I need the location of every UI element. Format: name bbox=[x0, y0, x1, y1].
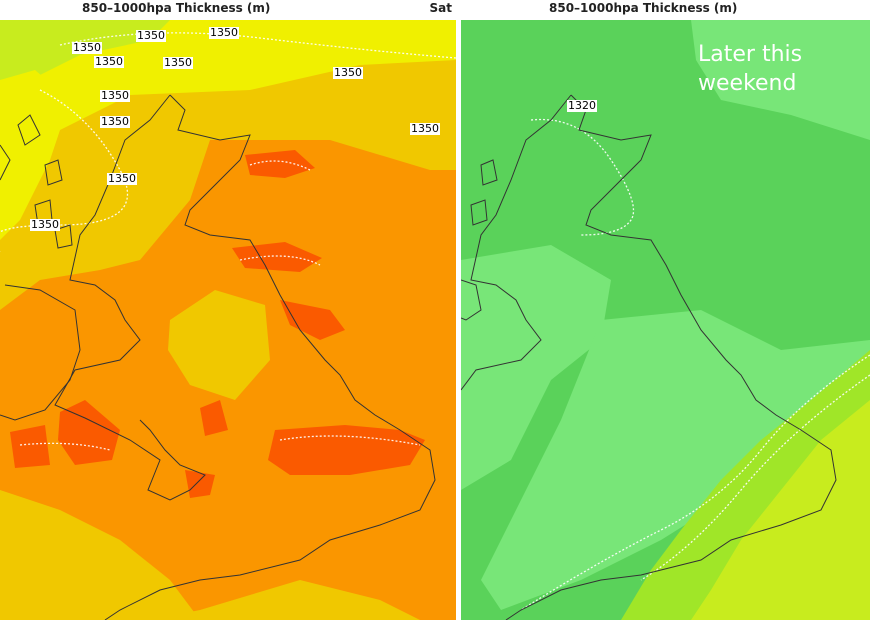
contour-label: 1350 bbox=[163, 56, 193, 69]
contour-label: 1350 bbox=[72, 41, 102, 54]
contour-label: 1350 bbox=[209, 26, 239, 39]
fill-lightgreen-south bbox=[481, 310, 870, 610]
coastline bbox=[461, 94, 837, 620]
map-panel-later: 850–1000hpa Thickness (m) 1320 Later thi… bbox=[461, 0, 870, 620]
map-title: 850–1000hpa Thickness (m) bbox=[549, 1, 738, 15]
fill-lightgreen-west bbox=[461, 245, 611, 490]
contour-label: 1350 bbox=[136, 29, 166, 42]
contour-label: 1350 bbox=[100, 89, 130, 102]
contour-label: 1350 bbox=[94, 55, 124, 68]
contour-label: 1350 bbox=[333, 66, 363, 79]
contour-label: 1320 bbox=[567, 99, 597, 112]
fill-yellowgreen-nw bbox=[0, 20, 170, 90]
contour-label: 1350 bbox=[107, 172, 137, 185]
thickness-map-saturday bbox=[0, 20, 456, 620]
fill-gold-sw bbox=[0, 490, 200, 620]
day-label: Sat bbox=[429, 1, 452, 15]
hot-patches bbox=[10, 150, 425, 498]
fill-yellow-west bbox=[0, 70, 70, 240]
fill-yellow-north bbox=[0, 20, 456, 150]
coastline bbox=[0, 94, 436, 620]
thickness-map-later bbox=[461, 20, 870, 620]
fill-yellowgreen-se bbox=[691, 400, 870, 620]
fill-gold-wales bbox=[168, 290, 270, 400]
contour-label: 1350 bbox=[410, 122, 440, 135]
map-title: 850–1000hpa Thickness (m) bbox=[82, 1, 271, 15]
contour-1350 bbox=[0, 32, 456, 451]
panel-header: 850–1000hpa Thickness (m) Sat bbox=[0, 0, 456, 20]
contour-label: 1350 bbox=[100, 115, 130, 128]
panel-header: 850–1000hpa Thickness (m) bbox=[461, 0, 870, 20]
fill-lightgreen-ne bbox=[691, 20, 870, 140]
contour-1320 bbox=[520, 118, 870, 611]
fill-green-highlands bbox=[561, 100, 691, 230]
annotation-later-this-weekend: Later this weekend bbox=[698, 42, 803, 96]
contour-label: 1350 bbox=[30, 218, 60, 231]
map-panel-saturday: 850–1000hpa Thickness (m) Sat bbox=[0, 0, 456, 620]
